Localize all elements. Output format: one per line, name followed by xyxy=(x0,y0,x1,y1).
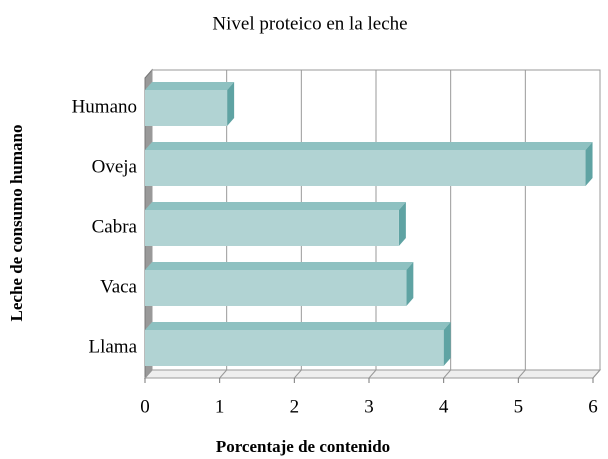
bar-side xyxy=(443,322,451,366)
x-tick-label: 0 xyxy=(140,396,150,417)
bar-top xyxy=(145,262,414,270)
bar-top xyxy=(145,322,451,330)
bar-front xyxy=(145,90,228,126)
x-tick-label: 5 xyxy=(514,396,524,417)
bar-top xyxy=(145,202,406,210)
bar-top xyxy=(145,142,593,150)
grid-line xyxy=(592,70,601,379)
x-tick-label: 2 xyxy=(290,396,300,417)
bar xyxy=(145,322,451,366)
y-tick-label: Cabra xyxy=(92,216,138,237)
y-tick-label: Oveja xyxy=(92,156,138,177)
bar-side xyxy=(585,142,593,186)
bar xyxy=(145,82,235,126)
bar-side xyxy=(227,82,235,126)
y-tick-label: Humano xyxy=(72,96,137,117)
y-axis-label: Leche de consumo humano xyxy=(7,125,26,322)
bar-front xyxy=(145,270,407,306)
bar xyxy=(145,202,406,246)
x-tick-label: 3 xyxy=(364,396,374,417)
bar-side xyxy=(398,202,406,246)
x-tick-label: 4 xyxy=(439,396,449,417)
bar-side xyxy=(406,262,414,306)
bar-front xyxy=(145,150,586,186)
x-tick-label: 1 xyxy=(215,396,225,417)
bar-top xyxy=(145,82,235,90)
bar-front xyxy=(145,210,399,246)
chart-title: Nivel proteico en la leche xyxy=(212,13,407,34)
x-tick-label: 6 xyxy=(588,396,598,417)
x-axis-label: Porcentaje de contenido xyxy=(216,437,390,456)
bar xyxy=(145,142,593,186)
y-tick-label: Vaca xyxy=(100,276,137,297)
bar-front xyxy=(145,330,444,366)
y-tick-label: Llama xyxy=(88,336,137,357)
bar xyxy=(145,262,414,306)
